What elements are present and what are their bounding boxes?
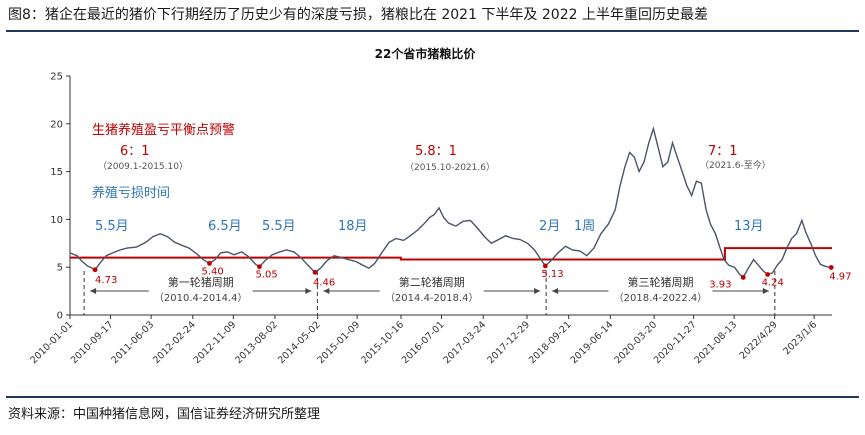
cycle-range: （2010.4-2014.4） (154, 292, 248, 304)
x-tick-label: 2013-08-02 (233, 319, 280, 366)
ratio-2-label: 5.8：1 (415, 144, 457, 159)
axes: 0 5 10 15 20 25 2010-01-012010-09-172011-06-03… (28, 72, 832, 366)
loss-duration-3: 5.5月 (262, 219, 296, 234)
loss-duration-5: 2月 (539, 219, 560, 234)
x-tick-label: 2012-11-09 (192, 319, 239, 366)
x-tick-label: 2019-06-14 (569, 319, 616, 366)
ratio-3-period: （2021.6-至今） (700, 159, 771, 171)
loss-duration-2: 6.5月 (208, 219, 242, 234)
x-tick-label: 2011-06-03 (109, 319, 156, 366)
x-tick-label: 2015-10-16 (359, 319, 406, 366)
cycle-markers: 第一轮猪周期 （2010.4-2014.4） 第二轮猪周期 （2014.4-2018.… (83, 271, 776, 315)
low-point-label: 4.46 (313, 277, 335, 288)
x-tick-label: 2017-03-24 (441, 319, 488, 366)
cycle-arrowhead-right (762, 288, 769, 294)
y-tick-label: 10 (50, 215, 63, 226)
y-tick-label: 15 (50, 167, 63, 178)
x-tick-label: 2015-01-09 (315, 319, 362, 366)
cycle-arrowhead-left (90, 288, 97, 294)
ratio-2-period: （2015.10-2021.6） (405, 162, 495, 173)
y-tick-label: 20 (50, 119, 63, 130)
ratio-3-label: 7：1 (708, 144, 738, 159)
low-point-marker (765, 272, 771, 277)
low-point-marker (312, 269, 318, 275)
pig-grain-ratio-chart: 22个省市猪粮比价 0 5 10 15 20 25 2010-01-012010-09-17… (28, 46, 851, 366)
low-point-marker (257, 264, 262, 270)
cycle-name: 第三轮猪周期 (627, 275, 693, 289)
low-point-label: 5.40 (201, 266, 223, 277)
loss-duration-1: 5.5月 (95, 219, 129, 234)
cycle-arrowhead-left (552, 288, 559, 294)
top-rule (6, 30, 859, 32)
x-tick-label: 2010-09-17 (69, 319, 116, 366)
loss-duration-7: 13月 (734, 219, 764, 234)
source-note: 资料来源：中国种猪信息网，国信证券经济研究所整理 (8, 407, 321, 422)
x-tick-label: 2010-01-01 (28, 319, 75, 366)
low-point-label: 5.05 (255, 270, 277, 281)
threshold-line (70, 247, 832, 261)
low-point-label: 5.13 (541, 269, 563, 280)
cycle-range: （2014.4-2018.4） (385, 292, 479, 304)
low-point-marker (92, 267, 98, 273)
low-point-label: 3.93 (709, 279, 731, 290)
cycle-arrowhead-right (534, 288, 541, 294)
y-tick-label: 25 (50, 72, 63, 83)
bottom-rule (6, 396, 859, 398)
low-point-marker (542, 263, 548, 269)
y-tick-label: 0 (57, 311, 63, 322)
low-point-label: 4.24 (762, 277, 784, 288)
x-tick-label: 2012-02-24 (151, 319, 198, 366)
x-tick-label: 2022/4/29 (738, 319, 780, 361)
low-point-marker (828, 265, 834, 270)
x-tick-label: 2023/1/6 (781, 319, 819, 357)
cycle-arrowhead-right (305, 288, 312, 294)
chart-title: 22个省市猪粮比价 (375, 46, 477, 61)
cycle-name: 第一轮猪周期 (168, 275, 234, 289)
ratio-1-period: （2009.1-2015.10） (98, 161, 188, 172)
threshold-label: 生猪养殖盈亏平衡点预警 (92, 122, 235, 138)
ratio-1-label: 6：1 (120, 144, 150, 159)
cycle-range: （2018.4-2022.4） (614, 292, 708, 304)
low-point-marker (740, 275, 746, 280)
loss-duration-title: 养殖亏损时间 (92, 185, 170, 201)
threshold-step-line (70, 247, 832, 261)
loss-duration-4: 18月 (338, 219, 368, 234)
x-tick-label: 2017-12-29 (485, 319, 532, 366)
x-tick-label: 2016-07-01 (400, 319, 447, 366)
low-point-marker (207, 260, 212, 266)
cycle-name: 第二轮猪周期 (399, 275, 465, 289)
figure-caption: 图8：猪企在最近的猪价下行期经历了历史少有的深度亏损，猪粮比在 2021 下半年… (8, 7, 708, 23)
low-point-label: 4.97 (829, 271, 851, 282)
annotations: 生猪养殖盈亏平衡点预警 6：1 （2009.1-2015.10） 5.8：1 （… (92, 122, 771, 234)
x-tick-label: 2018-09-21 (527, 319, 574, 366)
loss-duration-6: 1周 (574, 219, 595, 234)
x-tick-label: 2020-11-27 (652, 319, 699, 366)
x-tick-label: 2021-08-13 (692, 319, 739, 366)
low-point-label: 4.73 (95, 275, 117, 286)
cycle-arrowhead-left (323, 288, 330, 294)
y-tick-label: 5 (57, 263, 63, 274)
low-point-labels: 4.73 5.40 5.05 4.46 5.13 3.93 4.24 4.97 (92, 260, 851, 290)
